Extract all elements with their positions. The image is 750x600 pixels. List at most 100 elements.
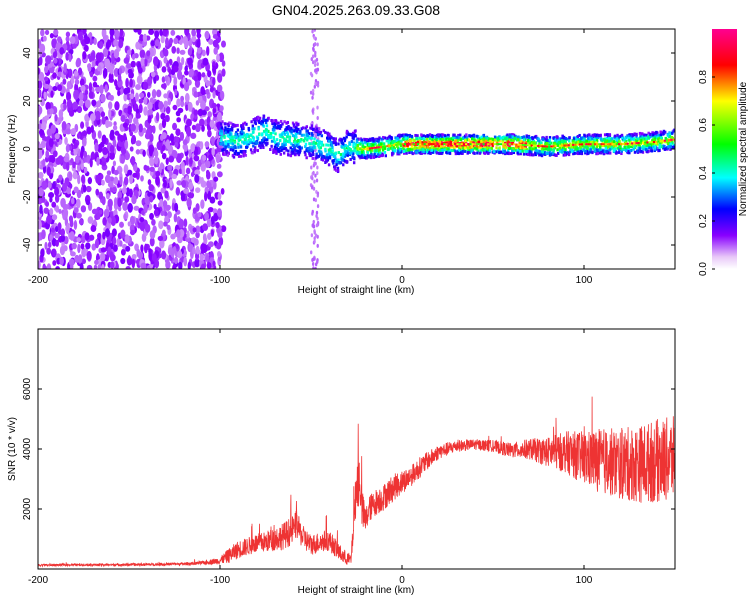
spectrogram-cell xyxy=(49,154,56,164)
spectrogram-cell xyxy=(69,263,74,269)
spectrogram-cell xyxy=(562,149,565,153)
spectrogram-cell xyxy=(651,142,655,146)
spectrogram-cell xyxy=(361,144,365,148)
spectrogram-cell xyxy=(91,243,97,251)
spectrogram-cell xyxy=(327,156,330,160)
spectrogram-cell xyxy=(38,88,41,98)
spectrogram-cell xyxy=(149,212,154,220)
spectrogram-cell xyxy=(99,252,106,262)
spectrogram-cell xyxy=(208,154,214,161)
colorbar-gradient xyxy=(712,29,737,269)
spectrogram-cell xyxy=(221,152,225,156)
spectrogram-cell xyxy=(563,151,567,155)
spectrogram-cell xyxy=(78,218,84,225)
spectrogram-cell xyxy=(413,143,417,147)
spectrogram-cell xyxy=(387,135,391,139)
spectrogram-cell xyxy=(77,31,83,41)
spectrogram-cell xyxy=(231,138,234,142)
spectrogram-cell xyxy=(466,146,470,150)
colorbar-tick-label: 0.0 xyxy=(698,262,709,276)
spectrogram-cell xyxy=(185,236,191,243)
spectrogram-cell xyxy=(95,86,101,93)
spectrogram-cell xyxy=(239,138,242,142)
spectrogram-cell xyxy=(110,216,117,227)
spectrogram-y-tick-label: 40 xyxy=(22,47,33,59)
spectrogram-cell xyxy=(101,196,106,206)
spectrogram-cell xyxy=(103,35,108,41)
spectrogram-cell xyxy=(183,256,188,267)
spectrogram-cell xyxy=(48,192,55,199)
spectrogram-cell xyxy=(383,150,387,154)
spectrogram-cell xyxy=(140,175,144,182)
spectrogram-cell xyxy=(421,134,424,138)
spectrogram-cell xyxy=(397,150,400,154)
spectrogram-cell xyxy=(617,143,621,146)
spectrogram-cell xyxy=(183,82,190,92)
spectrogram-cell xyxy=(342,152,345,156)
spectrogram-cell xyxy=(482,134,485,138)
spectrogram-cell xyxy=(565,144,568,147)
spectrogram-cell xyxy=(461,151,464,155)
spectrogram-cell xyxy=(288,136,291,140)
spectrogram-cell xyxy=(233,151,236,155)
spectrogram-cell xyxy=(295,149,298,153)
spectrogram-cell xyxy=(598,151,602,155)
spectrogram-cell xyxy=(160,112,166,120)
snr-y-tick-label: 2000 xyxy=(22,497,33,520)
spectrogram-cell xyxy=(224,140,227,144)
spectrogram-cell xyxy=(175,136,180,144)
spectrogram-cell xyxy=(185,167,191,175)
spectrogram-cell xyxy=(319,130,323,134)
spectrogram-cell xyxy=(319,150,323,154)
spectrogram-cell xyxy=(334,138,337,142)
spectrogram-cell xyxy=(528,150,531,154)
spectrogram-cell xyxy=(173,76,178,86)
spectrogram-cell xyxy=(75,198,81,209)
spectrogram-cell xyxy=(301,126,305,130)
spectrogram-cell xyxy=(620,149,623,153)
spectrogram-cell xyxy=(584,149,587,153)
spectrogram-cell xyxy=(74,155,80,164)
spectrogram-cell xyxy=(263,136,266,140)
spectrogram-cell xyxy=(356,149,359,153)
spectrogram-cell xyxy=(420,133,423,137)
spectrogram-cell xyxy=(401,143,404,146)
spectrogram-cell xyxy=(85,185,92,193)
spectrogram-cell xyxy=(108,108,112,119)
spectrogram-cell xyxy=(427,134,430,138)
spectrogram-cell xyxy=(193,238,199,246)
spectrogram-cell xyxy=(350,133,354,137)
spectrogram-cell xyxy=(130,93,134,100)
spectrogram-cell xyxy=(447,143,450,147)
spectrogram-cell xyxy=(628,138,631,142)
spectrogram-cell xyxy=(605,150,608,154)
spectrogram-cell xyxy=(358,152,362,156)
spectrogram-cell xyxy=(453,149,457,153)
spectrogram-cell xyxy=(311,142,315,146)
spectrogram-cell xyxy=(264,128,268,132)
spectrogram-cell xyxy=(231,135,234,139)
spectrogram-cell xyxy=(185,155,189,166)
spectrogram-cell xyxy=(582,148,585,152)
spectrogram-cell xyxy=(283,144,286,148)
spectrogram-cell xyxy=(217,192,222,201)
spectrogram-cell xyxy=(649,135,652,139)
spectrogram-cell xyxy=(560,137,563,141)
spectrogram-cell xyxy=(438,143,442,146)
spectrogram-cell xyxy=(104,58,111,69)
spectrogram-cell xyxy=(357,154,361,158)
spectrogram-cell xyxy=(336,166,340,170)
spectrogram-cell xyxy=(163,211,168,217)
spectrogram-cell xyxy=(77,174,81,185)
spectrogram-cell xyxy=(284,142,287,146)
spectrogram-cell xyxy=(453,133,456,137)
spectrogram-cell xyxy=(119,29,124,38)
spectrogram-cell xyxy=(184,70,189,76)
spectrogram-cell xyxy=(300,127,303,131)
spectrogram-cell xyxy=(286,134,289,138)
spectrogram-cell xyxy=(188,149,192,158)
spectrogram-cell xyxy=(347,133,350,137)
spectrogram-cell xyxy=(408,134,411,138)
spectrogram-cell xyxy=(435,135,438,139)
spectrogram-cell xyxy=(309,153,313,157)
